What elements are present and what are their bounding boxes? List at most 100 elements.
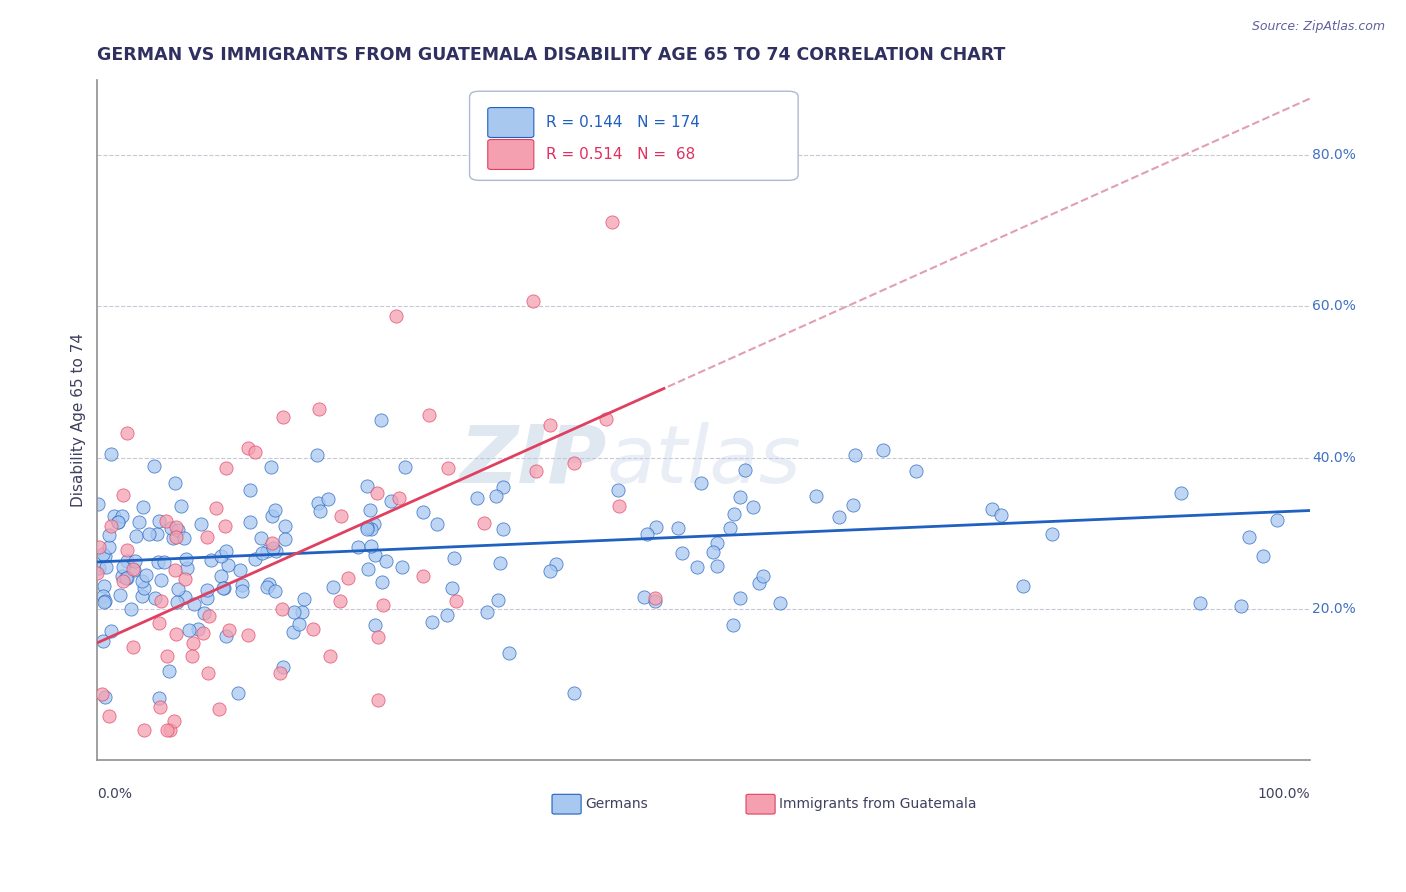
Point [157,665,180,679]
Point [260,460,283,475]
Point [645,520,668,534]
Point [721,618,744,632]
Y-axis label: Disability Age 65 to 74: Disability Age 65 to 74 [72,333,86,507]
Point [271,601,294,615]
Text: R = 0.514   N =  68: R = 0.514 N = 68 [546,147,695,162]
Point [264,543,287,558]
Point [165,530,187,544]
Point [132,500,155,514]
Point [190,516,212,531]
Point [322,580,344,594]
Point [444,594,467,608]
Point [769,596,792,610]
Point [366,486,388,500]
Point [87,540,110,554]
Point [990,508,1012,522]
Point [93,690,115,705]
Point [488,556,510,570]
Point [1011,579,1033,593]
Text: 100.0%: 100.0% [1257,787,1310,801]
Point [146,555,169,569]
Point [128,515,150,529]
Point [436,608,458,623]
Point [239,515,262,529]
Point [231,578,253,592]
Point [486,592,509,607]
Point [162,531,184,545]
Point [94,594,117,608]
Point [524,464,547,478]
Point [115,543,138,558]
Point [262,508,284,523]
Point [143,591,166,606]
Point [214,518,236,533]
Point [522,294,544,309]
Point [307,496,329,510]
Point [257,576,280,591]
Point [1265,513,1288,527]
Point [148,616,170,631]
Point [319,648,342,663]
Point [1040,526,1063,541]
Point [636,526,658,541]
Text: ZIP: ZIP [460,422,606,500]
Point [872,443,894,458]
Point [356,479,378,493]
Point [217,558,239,572]
Point [1170,485,1192,500]
Point [215,460,238,475]
Point [245,552,267,566]
Point [734,463,756,477]
Point [437,461,460,475]
Point [169,500,191,514]
Point [686,560,709,574]
Point [173,532,195,546]
Point [156,723,179,737]
Point [360,522,382,536]
Point [176,561,198,575]
Point [211,569,233,583]
Point [644,594,666,608]
Point [741,500,763,515]
Point [375,554,398,568]
Point [125,529,148,543]
Point [87,497,110,511]
Point [498,646,520,660]
Point [245,444,267,458]
Point [367,692,389,706]
Text: atlas: atlas [606,422,801,500]
Point [728,591,751,606]
Point [91,688,114,702]
Point [689,476,711,491]
Point [160,521,183,535]
Text: R = 0.144   N = 174: R = 0.144 N = 174 [546,115,700,130]
Point [111,560,134,574]
Point [356,522,378,536]
Point [371,574,394,589]
Point [236,441,259,455]
Point [595,412,617,426]
Text: 0.0%: 0.0% [97,787,132,801]
Point [117,554,139,568]
Point [356,562,378,576]
Point [93,578,115,592]
Point [100,447,122,461]
Point [94,549,117,563]
Point [215,543,238,558]
Point [135,568,157,582]
Point [373,599,395,613]
Point [336,571,359,585]
Point [318,492,340,507]
Point [215,629,238,643]
Point [723,507,745,521]
Point [163,475,186,490]
Point [107,516,129,530]
Point [538,564,561,578]
Point [412,506,434,520]
Point [363,516,385,531]
Point [156,649,179,664]
Point [197,665,219,680]
Point [111,569,134,583]
Point [330,509,353,524]
Point [283,605,305,619]
